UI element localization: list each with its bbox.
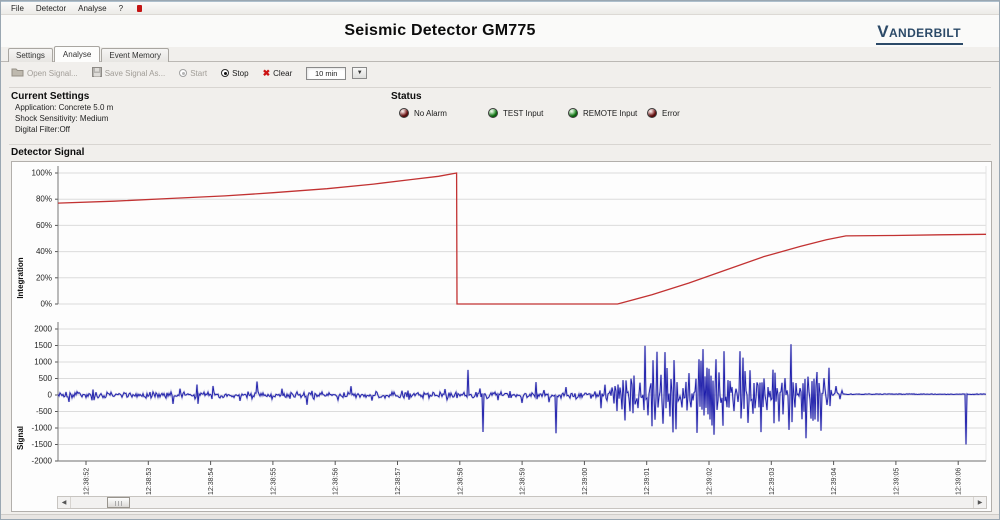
save-signal-label: Save Signal As... <box>104 68 166 78</box>
title-area: Seismic Detector GM775 VANDERBILT <box>1 15 999 47</box>
window-top-edge <box>1 1 999 2</box>
vanderbilt-logo: VANDERBILT <box>876 22 963 45</box>
x-tick-label: 12:38:58 <box>457 468 464 495</box>
tab-settings[interactable]: Settings <box>8 48 53 62</box>
signal-ytick-label: 2000 <box>34 325 52 334</box>
x-tick-label: 12:39:03 <box>769 468 776 495</box>
x-tick-label: 12:38:59 <box>520 468 527 495</box>
x-tick-label: 12:38:55 <box>270 468 277 495</box>
status-label: TEST Input <box>503 108 544 118</box>
x-tick-label: 12:38:56 <box>333 468 340 495</box>
setting-shock-sensitivity: Shock Sensitivity: Medium <box>15 114 109 123</box>
open-signal-button[interactable]: Open Signal... <box>11 67 78 79</box>
time-range-value[interactable]: 10 min <box>306 66 347 80</box>
x-tick-label: 12:39:00 <box>582 468 589 495</box>
x-tick-label: 12:38:53 <box>146 468 153 495</box>
x-tick-label: 12:39:06 <box>956 468 963 495</box>
time-scrollbar[interactable]: ◀ ▶ <box>57 496 987 509</box>
signal-ytick-label: 500 <box>39 374 53 383</box>
status-test-input: TEST Input <box>488 108 543 118</box>
signal-ytick-label: -2000 <box>32 457 53 466</box>
signal-ytick-label: -500 <box>36 407 53 416</box>
status-led <box>647 108 657 118</box>
x-tick-label: 12:39:01 <box>644 468 651 495</box>
start-button[interactable]: Start <box>179 69 207 78</box>
signal-ytick-label: 0 <box>48 391 53 400</box>
current-settings-list: Application: Concrete 5.0 m Shock Sensit… <box>15 102 113 135</box>
menu-file[interactable]: File <box>11 3 24 13</box>
menu-detector[interactable]: Detector <box>35 3 67 13</box>
stop-label: Stop <box>232 68 249 78</box>
status-led <box>568 108 578 118</box>
clear-button[interactable]: ✖ Clear <box>262 67 293 78</box>
menu-bar: File Detector Analyse ? <box>1 2 999 15</box>
open-folder-icon <box>11 67 24 79</box>
scrollbar-right-arrow-icon[interactable]: ▶ <box>973 497 986 508</box>
signal-ytick-label: -1000 <box>32 424 53 433</box>
signal-ytick-label: -1500 <box>32 440 53 449</box>
integration-ytick-label: 40% <box>36 247 52 256</box>
start-label: Start <box>190 68 208 78</box>
clear-label: Clear <box>273 68 293 78</box>
menu-analyse[interactable]: Analyse <box>78 3 107 13</box>
x-tick-label: 12:39:02 <box>707 468 714 495</box>
detector-signal-heading: Detector Signal <box>11 147 85 158</box>
separator-line <box>9 144 991 145</box>
status-no-alarm: No Alarm <box>399 108 447 118</box>
status-error: Error <box>647 108 680 118</box>
setting-digital-filter: Digital Filter:Off <box>15 125 70 134</box>
integration-series-line <box>57 172 987 305</box>
x-tick-label: 12:38:57 <box>395 468 402 495</box>
signal-ytick-label: 1000 <box>34 358 52 367</box>
signal-series-line <box>57 344 986 445</box>
tab-strip: Settings Analyse Event Memory <box>1 46 999 62</box>
start-radio-icon <box>179 69 188 77</box>
integration-ytick-label: 60% <box>36 221 52 230</box>
time-range-dropdown-button[interactable]: ▼ <box>352 67 368 79</box>
integration-ytick-label: 0% <box>40 300 52 309</box>
save-floppy-icon <box>91 67 102 79</box>
signal-axis-title: Signal <box>16 426 25 450</box>
time-range-control: 10 min ▼ <box>306 66 368 80</box>
tab-analyse[interactable]: Analyse <box>53 46 101 62</box>
current-settings-heading: Current Settings <box>11 91 90 102</box>
integration-ytick-label: 100% <box>32 169 52 178</box>
charts-canvas: 0% 20% 40% 60% 80% 100% Integration 2000 1500 100… <box>16 166 987 495</box>
window-bottom-edge <box>1 514 999 519</box>
integration-ytick-label: 20% <box>36 273 52 282</box>
status-remote-input: REMOTE Input <box>568 108 637 118</box>
detector-signal-panel: 0% 20% 40% 60% 80% 100% Integration 2000 1500 100… <box>11 161 992 512</box>
clear-x-icon: ✖ <box>262 67 271 78</box>
status-label: Error <box>662 108 680 118</box>
separator-line <box>9 87 991 88</box>
integration-ytick-label: 80% <box>36 195 52 204</box>
status-led <box>399 108 409 118</box>
open-signal-label: Open Signal... <box>27 68 78 78</box>
status-led <box>488 108 498 118</box>
status-label: No Alarm <box>414 108 447 118</box>
stop-button[interactable]: Stop <box>221 68 249 78</box>
page-title: Seismic Detector GM775 <box>344 22 536 39</box>
setting-application: Application: Concrete 5.0 m <box>15 103 114 112</box>
save-signal-button[interactable]: Save Signal As... <box>91 67 166 79</box>
scrollbar-left-arrow-icon[interactable]: ◀ <box>58 497 71 508</box>
x-tick-label: 12:38:54 <box>208 468 215 495</box>
status-label: REMOTE Input <box>583 108 638 118</box>
menu-help[interactable]: ? <box>118 3 124 13</box>
signal-ytick-label: 1500 <box>34 341 52 350</box>
x-tick-label: 12:38:52 <box>84 468 91 495</box>
scrollbar-thumb[interactable] <box>107 497 130 508</box>
menu-red-icon <box>137 4 143 12</box>
stop-radio-icon <box>221 69 230 77</box>
tab-event-memory[interactable]: Event Memory <box>101 48 169 62</box>
status-heading: Status <box>391 91 422 102</box>
x-tick-label: 12:39:05 <box>893 468 900 495</box>
x-tick-label: 12:39:04 <box>831 468 838 495</box>
toolbar: Open Signal... Save Signal As... Start S… <box>11 64 368 82</box>
integration-axis-title: Integration <box>16 257 25 298</box>
